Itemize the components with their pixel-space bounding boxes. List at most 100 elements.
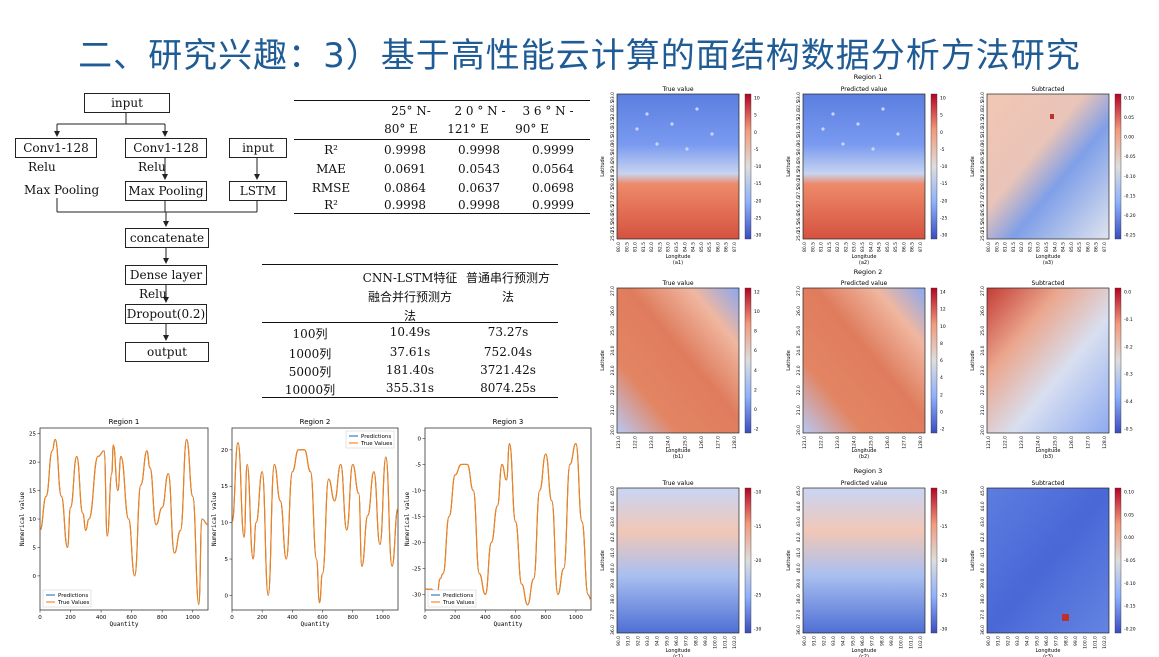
- x-tick-label: 80.0: [802, 242, 808, 252]
- panel-caption: (a2): [859, 260, 869, 266]
- y-tick-label: 25.0: [980, 326, 986, 336]
- y-tick-label: 42.0: [610, 532, 616, 542]
- x-tick-label: 98.0: [693, 636, 699, 646]
- x-tick-label: 100.0: [713, 636, 719, 649]
- y-tick-label: 43.0: [796, 517, 802, 527]
- x-axis-label: Longitude: [852, 448, 877, 454]
- x-tick-label: 94.0: [1025, 636, 1031, 646]
- input-node: input: [84, 93, 170, 113]
- x-tick-label: 96.0: [1044, 636, 1050, 646]
- y-tick-label: 33.0: [796, 92, 802, 102]
- table-cell: 8074.25s: [480, 381, 536, 395]
- x-tick-label: 92.0: [1005, 636, 1011, 646]
- y-tick-label: 43.0: [610, 517, 616, 527]
- table-cell: 0.0543: [458, 162, 500, 176]
- y-tick-label: 42.0: [980, 532, 986, 542]
- y-tick-label: 20: [29, 460, 36, 466]
- x-axis-label: Longitude: [852, 254, 877, 260]
- colorbar-tick-label: 12: [940, 307, 946, 313]
- conv1-node-left: Conv1-128: [15, 138, 97, 158]
- colorbar-tick-label: -10: [940, 164, 947, 170]
- legend-box: [42, 589, 92, 608]
- y-tick-label: 26.0: [980, 213, 986, 223]
- y-tick-label: 26.0: [610, 306, 616, 316]
- x-tick-label: 800: [157, 615, 168, 621]
- table-cell: 0.0691: [384, 162, 426, 176]
- heatmap-title: Predicted value: [841, 480, 888, 487]
- x-tick-label: 81.5: [641, 242, 647, 252]
- series-line-true-values: [39, 438, 209, 605]
- col-header-3-line1: 3 6 ° N -: [522, 104, 574, 118]
- y-tick-label: 23.0: [796, 365, 802, 375]
- x-tick-label: 81.0: [1003, 242, 1009, 252]
- x-tick-label: 100.0: [899, 636, 905, 649]
- heatmap-title: Subtracted: [1031, 280, 1064, 287]
- colorbar-tick-label: -0.5: [1124, 427, 1133, 433]
- row-label: R²: [324, 198, 338, 212]
- colorbar-tick-label: -0.4: [1124, 399, 1133, 405]
- y-tick-label: 23.0: [610, 365, 616, 375]
- y-tick-label: 41.0: [980, 548, 986, 558]
- table-cell: 0.9999: [532, 198, 574, 212]
- x-tick-label: 81.0: [819, 242, 825, 252]
- y-tick-label: 41.0: [796, 548, 802, 558]
- heatmap-speckle: [710, 132, 714, 136]
- table-cell: 0.9998: [458, 143, 500, 157]
- colorbar-tick-label: 0.05: [1124, 512, 1134, 518]
- y-tick-label: 29.5: [610, 153, 616, 163]
- series-line-predictions: [39, 438, 209, 605]
- heatmap-title: True value: [661, 280, 693, 287]
- y-tick-label: 40.0: [796, 563, 802, 573]
- y-tick-label: 31.5: [980, 118, 986, 128]
- y-tick-label: 27.5: [796, 187, 802, 197]
- colorbar-tick-label: 0: [754, 407, 757, 413]
- legend-label: Predictions: [58, 593, 88, 599]
- x-tick-label: 85.5: [893, 242, 899, 252]
- colorbar-tick-label: -0.1: [1124, 317, 1133, 323]
- x-tick-label: 85.5: [707, 242, 713, 252]
- colorbar-tick-label: -10: [754, 164, 761, 170]
- legend-label: True Values: [57, 600, 90, 606]
- heatmap-anomaly-spot: [1050, 114, 1054, 119]
- colorbar-tick-label: -15: [940, 181, 947, 187]
- y-tick-label: 22.0: [796, 385, 802, 395]
- series-line-true-values: [231, 442, 399, 604]
- row-label: 10000列: [284, 383, 336, 397]
- y-tick-label: 26.0: [610, 213, 616, 223]
- y-axis-label: Numerical value: [19, 492, 26, 547]
- heatmap-speckle: [670, 122, 674, 126]
- y-tick-label: 27.0: [610, 196, 616, 206]
- y-tick-label: 30.5: [980, 135, 986, 145]
- x-tick-label: 1000: [186, 615, 200, 621]
- y-tick-label: 10: [221, 521, 228, 527]
- colorbar-tick-label: 2: [940, 392, 943, 398]
- x-tick-label: 85.5: [1077, 242, 1083, 252]
- x-tick-label: 82.0: [649, 242, 655, 252]
- x-tick-label: 86.0: [901, 242, 907, 252]
- legend-box: [427, 589, 477, 608]
- y-tick-label: 24.0: [980, 345, 986, 355]
- x-tick-label: 85.0: [885, 242, 891, 252]
- x-tick-label: 84.0: [868, 242, 874, 252]
- colorbar-tick-label: 10: [754, 96, 760, 102]
- colorbar: [744, 487, 752, 634]
- y-tick-label: 30.5: [796, 135, 802, 145]
- colorbar-tick-label: -0.05: [1124, 558, 1136, 564]
- x-tick-label: 123.0: [1019, 436, 1025, 449]
- y-tick-label: 25.0: [610, 326, 616, 336]
- x-tick-label: 102.0: [1102, 636, 1108, 649]
- x-tick-label: 94.0: [841, 636, 847, 646]
- heatmap-image: [986, 287, 1110, 434]
- x-tick-label: 127.0: [901, 436, 907, 449]
- colorbar-tick-label: 5: [754, 113, 757, 119]
- table-cell: 73.27s: [487, 325, 529, 339]
- dropout-node: Dropout(0.2): [125, 304, 207, 324]
- table-top-rule: [262, 264, 558, 265]
- panel-caption: (a3): [1043, 260, 1053, 266]
- series-line-true-values: [425, 443, 592, 606]
- y-axis-label: Latitude: [786, 156, 792, 177]
- table-header-rule: [294, 139, 590, 140]
- output-node: output: [125, 342, 209, 362]
- y-tick-label: 38.0: [610, 594, 616, 604]
- y-tick-label: 36.0: [610, 625, 616, 635]
